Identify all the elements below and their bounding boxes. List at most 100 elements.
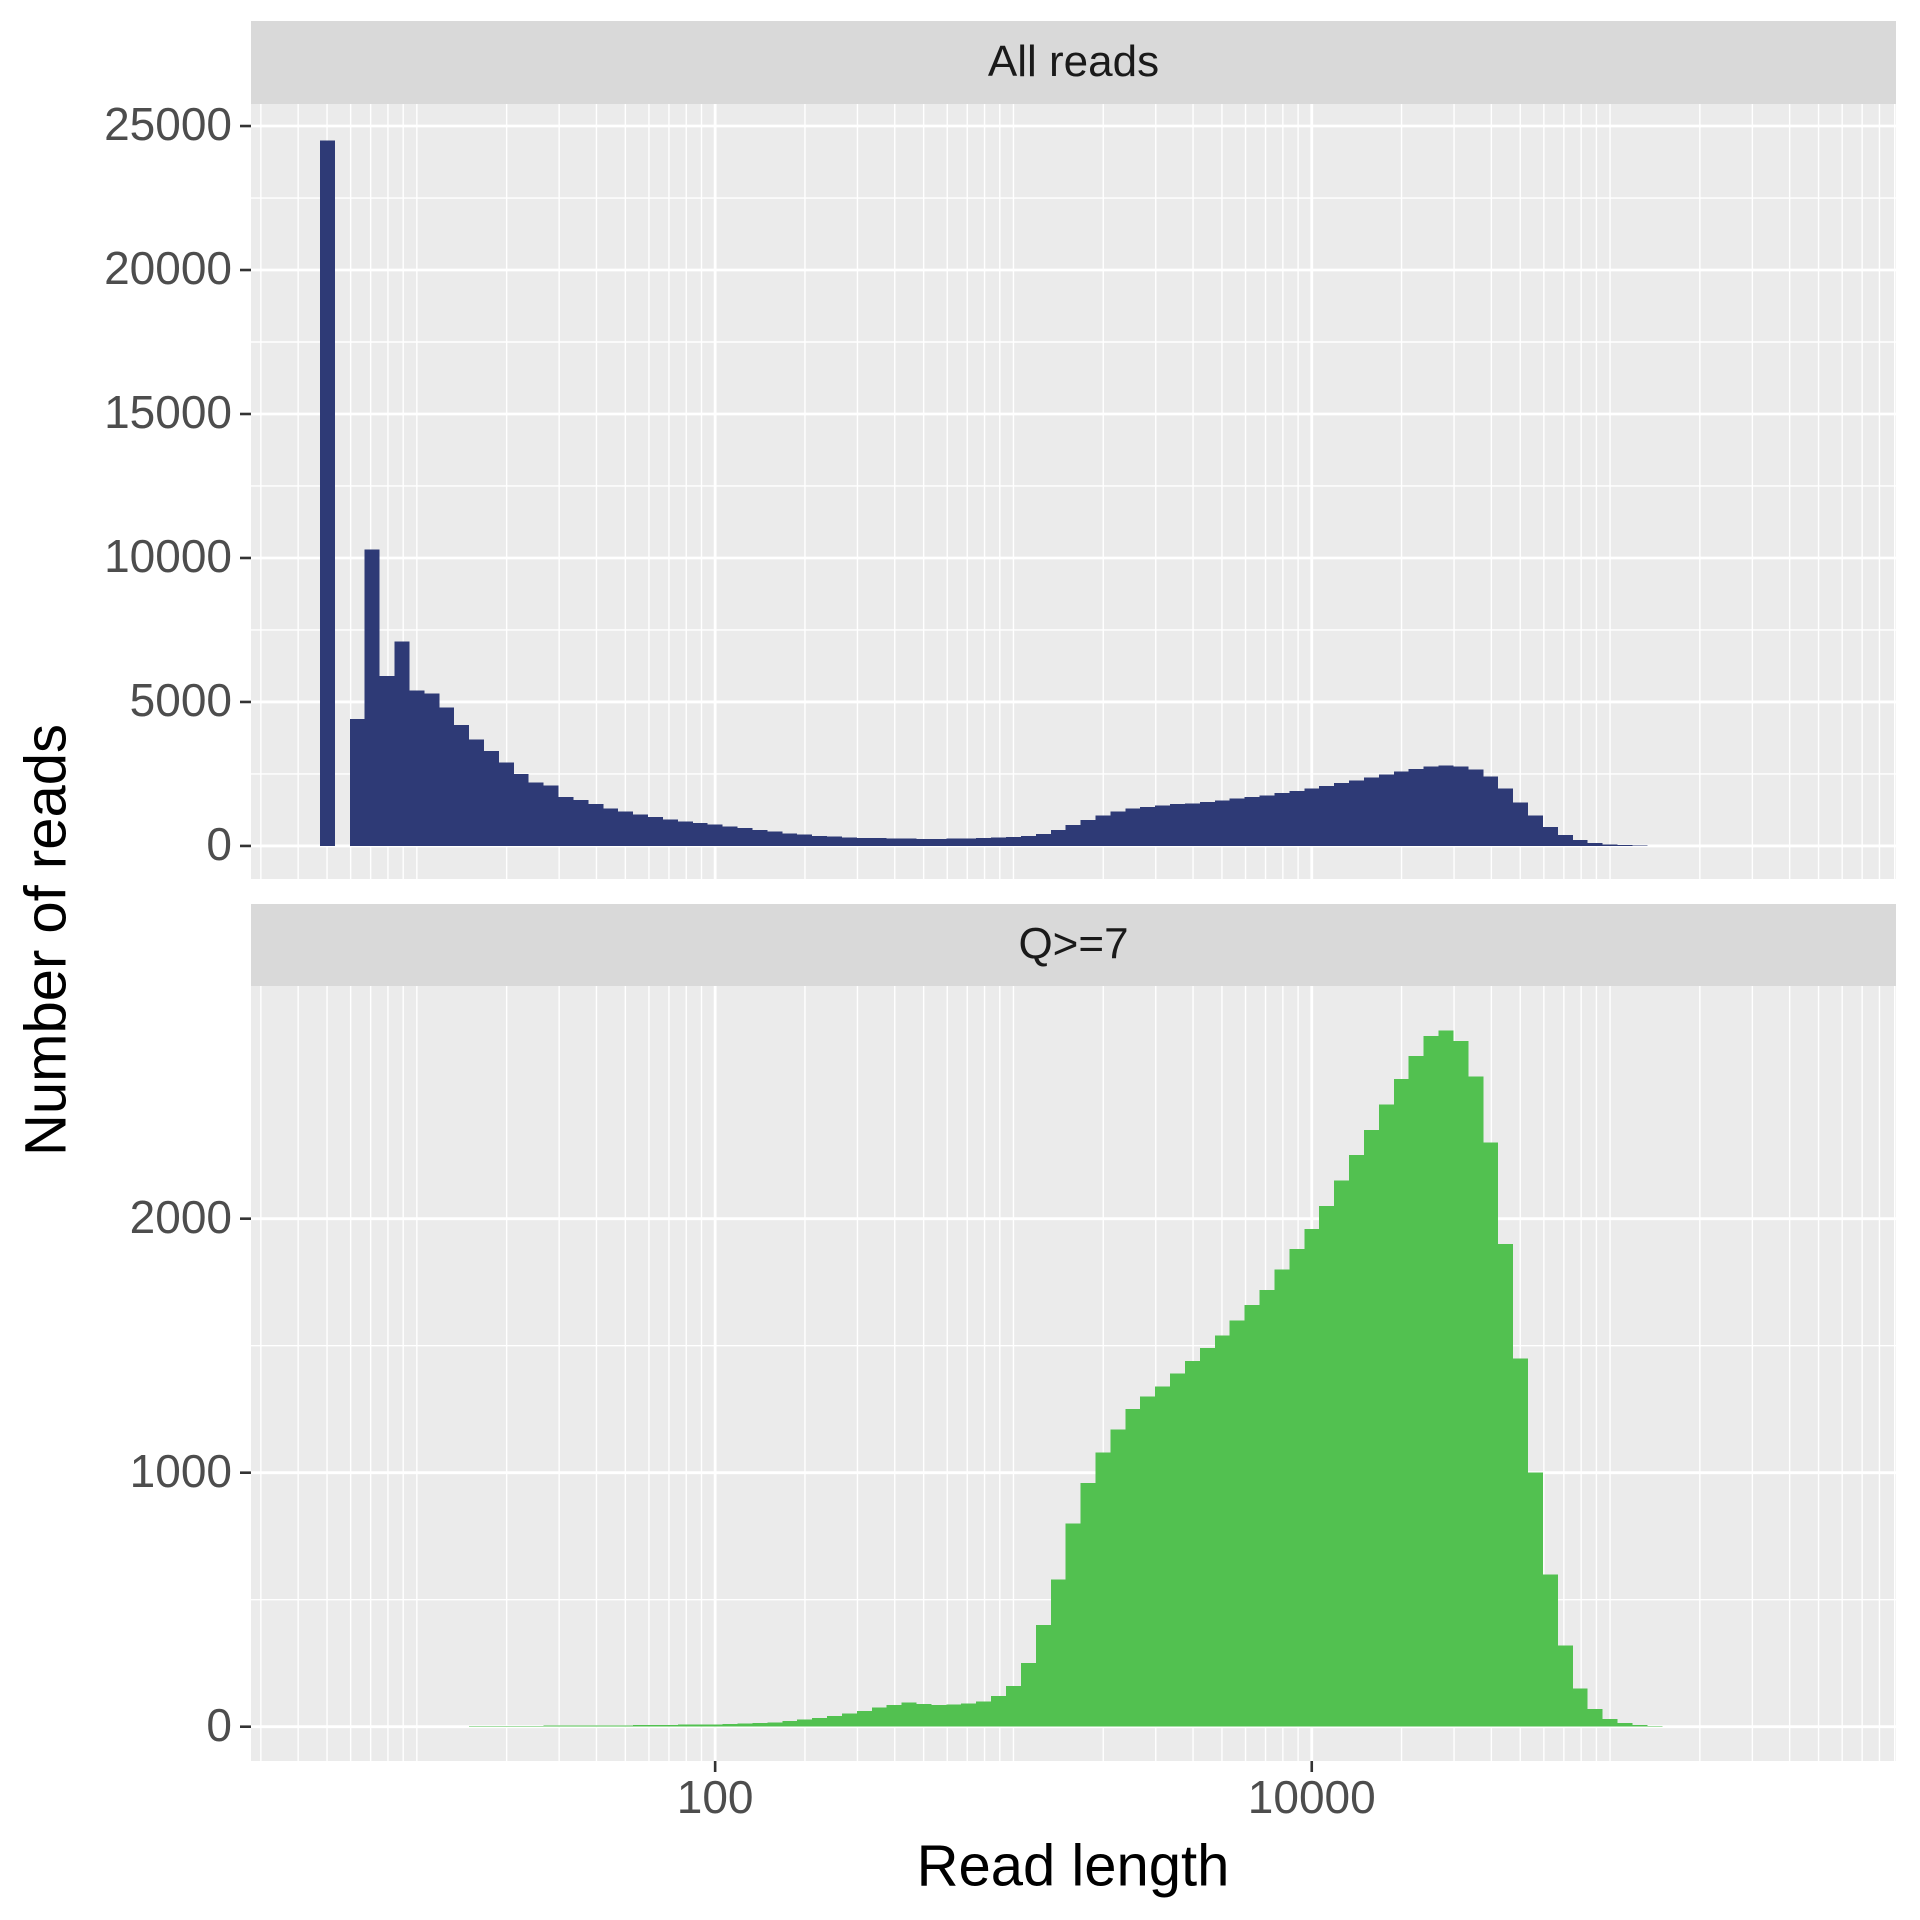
bar [1349, 1155, 1364, 1727]
bar [767, 1722, 783, 1727]
facet-label: All reads [988, 37, 1159, 86]
bar [1423, 766, 1439, 846]
bar [573, 1725, 589, 1727]
bar [1140, 807, 1156, 846]
bar [1378, 1104, 1394, 1727]
bar [991, 1696, 1006, 1727]
bar [483, 1726, 499, 1727]
bar [648, 1725, 663, 1727]
bar [1274, 793, 1290, 846]
bar [1020, 836, 1036, 846]
bar [1453, 1040, 1469, 1727]
bar [648, 817, 663, 846]
bar [752, 829, 768, 846]
y-tick-label: 2000 [130, 1191, 232, 1243]
bar [439, 707, 455, 846]
bar [1572, 1688, 1588, 1727]
y-tick-label: 10000 [104, 530, 232, 582]
bar [1005, 837, 1021, 846]
x-tick-label: 100 [677, 1771, 754, 1823]
bar [1363, 1129, 1379, 1727]
bar [469, 739, 484, 846]
bar [841, 1713, 857, 1727]
bar [946, 1704, 962, 1727]
bar [588, 1725, 604, 1727]
bar [1617, 1722, 1633, 1727]
bar [931, 838, 947, 846]
bar [1199, 802, 1215, 846]
bar [1557, 1645, 1573, 1727]
bar [1289, 1249, 1305, 1727]
bar [1483, 776, 1499, 846]
bar [1632, 1725, 1648, 1727]
bar [364, 549, 380, 846]
bar [1214, 1335, 1230, 1727]
bar [797, 834, 813, 846]
y-tick-label: 25000 [104, 98, 232, 150]
bar [603, 1725, 619, 1727]
bar [1035, 833, 1051, 846]
bar [1259, 795, 1275, 846]
bar [1617, 845, 1633, 846]
bar [1214, 800, 1230, 846]
bar [707, 824, 723, 846]
bar [916, 1703, 932, 1727]
bar [1393, 1078, 1409, 1727]
bar [1587, 843, 1603, 846]
bar [841, 837, 857, 846]
bar [1557, 834, 1573, 846]
bar [886, 838, 902, 846]
bar [558, 796, 574, 846]
bar [1572, 840, 1588, 846]
bar [513, 1725, 529, 1727]
y-tick-label: 20000 [104, 242, 232, 294]
bar [1647, 1725, 1663, 1727]
bar [1304, 788, 1320, 846]
bar [961, 1703, 977, 1727]
bar [1080, 820, 1096, 846]
bar [1438, 1030, 1454, 1727]
bar [1229, 798, 1245, 846]
bar [1155, 1386, 1171, 1727]
bar [513, 773, 529, 846]
bar [1542, 1574, 1558, 1727]
facet-strip [251, 21, 1896, 104]
bar [454, 724, 470, 846]
bar [618, 1725, 634, 1727]
bar [1513, 1358, 1529, 1727]
bar [707, 1724, 723, 1727]
bar [662, 1724, 678, 1727]
bar [1408, 768, 1424, 846]
bar [1289, 791, 1305, 846]
bar [1363, 777, 1379, 846]
bar [1393, 771, 1409, 846]
bar [319, 140, 335, 846]
bar [1334, 783, 1350, 846]
bar [976, 838, 992, 846]
bar [1229, 1320, 1245, 1727]
bar [1438, 765, 1454, 846]
bar [409, 690, 425, 846]
bar [558, 1725, 574, 1727]
bar [573, 799, 589, 846]
bar [1199, 1348, 1215, 1727]
bar [618, 811, 634, 846]
bar [1244, 796, 1260, 846]
bar [662, 819, 678, 846]
bar [1423, 1035, 1439, 1727]
bar [394, 641, 410, 846]
bar [1259, 1289, 1275, 1727]
facet-label: Q>=7 [1018, 920, 1128, 969]
bar [1184, 803, 1200, 846]
bar [483, 750, 499, 846]
bar [1602, 1719, 1618, 1727]
bar [633, 814, 649, 846]
bar [677, 821, 693, 846]
bar [886, 1705, 902, 1727]
bar [1110, 1429, 1126, 1727]
bar [826, 1716, 842, 1727]
bar [349, 719, 365, 846]
bar [1319, 1205, 1335, 1727]
bar [424, 693, 440, 846]
